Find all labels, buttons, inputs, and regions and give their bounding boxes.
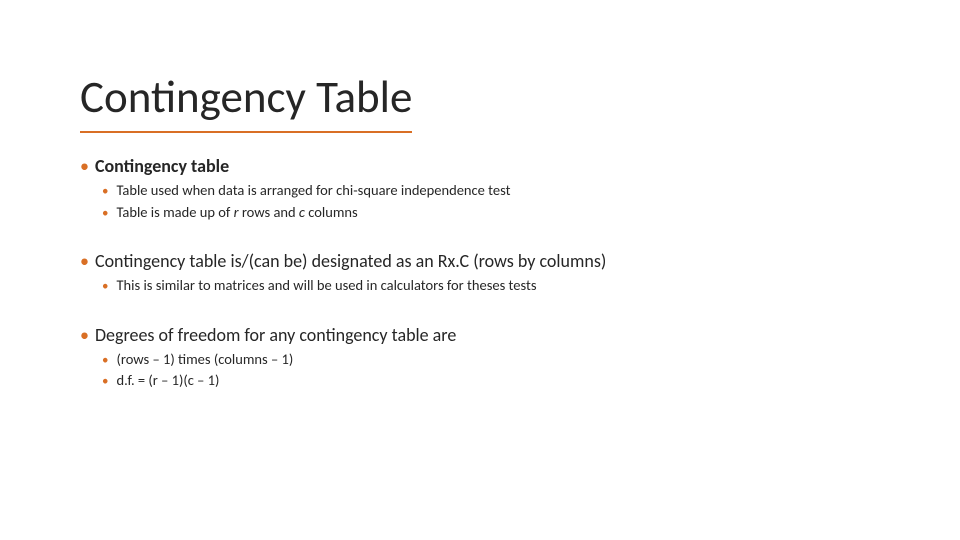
bullet-lvl2: • d.f. = (r – 1)(c – 1) [102,371,900,391]
bullet-lvl2: • This is similar to matrices and will b… [102,276,900,296]
bullet-text: Degrees of freedom for any contingency t… [95,324,456,346]
bullet-text: d.f. = (r – 1)(c – 1) [116,371,219,391]
bullet-lvl1: • Contingency table is/(can be) designat… [80,250,900,272]
bullet-icon: • [102,205,108,223]
bullet-icon: • [102,183,108,201]
bullet-icon: • [102,352,108,370]
bullet-icon: • [102,373,108,391]
section-3: • Degrees of freedom for any contingency… [80,324,900,391]
bullet-lvl1: • Contingency table [80,155,900,177]
bullet-lvl2: • Table is made up of r rows and c colum… [102,203,900,223]
bullet-text: (rows – 1) times (columns – 1) [116,350,293,370]
bullet-lvl1: • Degrees of freedom for any contingency… [80,324,900,346]
slide: Contingency Table • Contingency table • … [0,0,960,540]
bullet-text: Contingency table is/(can be) designated… [95,250,606,272]
bullet-text: Table is made up of r rows and c columns [116,203,357,223]
bullet-icon: • [80,252,89,270]
slide-title: Contingency Table [80,70,412,133]
bullet-icon: • [80,326,89,344]
bullet-lvl2: • Table used when data is arranged for c… [102,181,900,201]
bullet-text: Table used when data is arranged for chi… [116,181,510,201]
bullet-icon: • [102,278,108,296]
bullet-icon: • [80,157,89,175]
section-2: • Contingency table is/(can be) designat… [80,250,900,296]
bullet-text: Contingency table [95,155,229,177]
bullet-text: This is similar to matrices and will be … [116,276,536,296]
section-1: • Contingency table • Table used when da… [80,155,900,222]
bullet-lvl2: • (rows – 1) times (columns – 1) [102,350,900,370]
